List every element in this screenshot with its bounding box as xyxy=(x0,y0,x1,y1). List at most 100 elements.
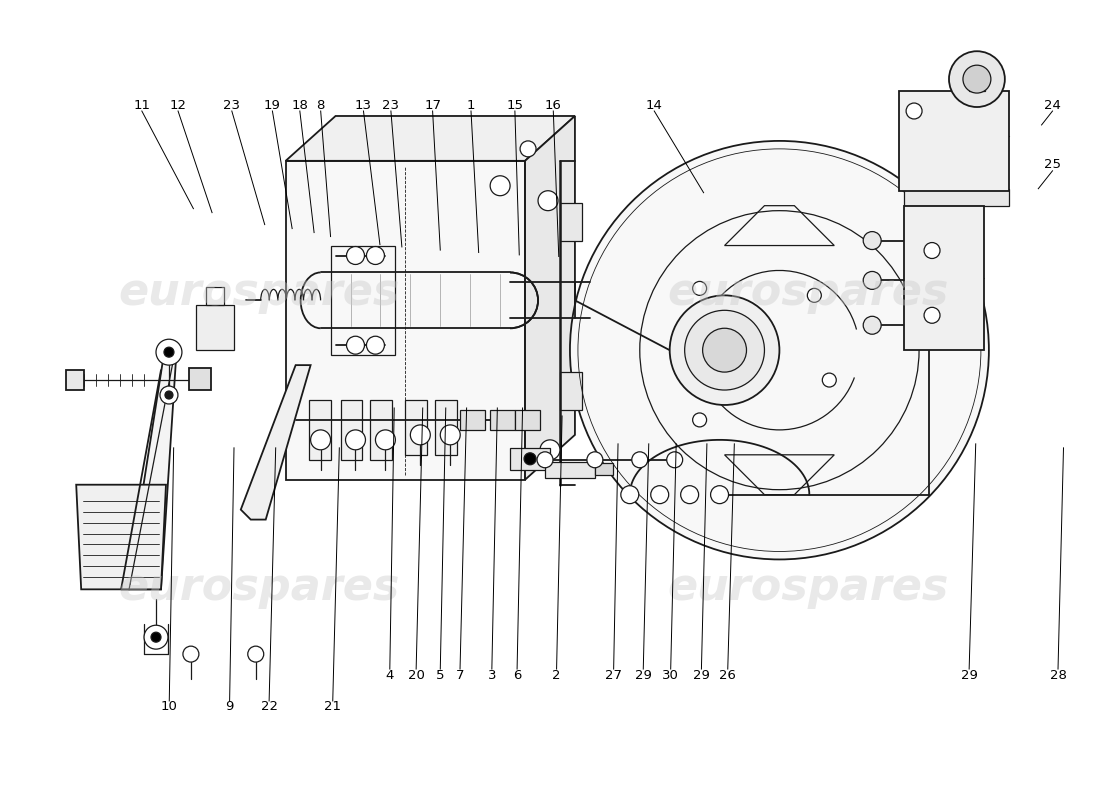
Text: 3: 3 xyxy=(487,669,496,682)
Bar xyxy=(371,400,393,460)
Bar xyxy=(560,202,582,241)
Text: 13: 13 xyxy=(355,98,372,111)
Circle shape xyxy=(540,440,560,460)
Bar xyxy=(196,306,234,350)
Text: 29: 29 xyxy=(635,669,651,682)
Circle shape xyxy=(924,307,940,323)
Circle shape xyxy=(906,103,922,119)
Polygon shape xyxy=(525,116,575,480)
Text: eurospares: eurospares xyxy=(119,566,400,609)
Text: eurospares: eurospares xyxy=(668,271,948,314)
Text: 14: 14 xyxy=(646,98,662,111)
Bar xyxy=(436,400,458,455)
Text: eurospares: eurospares xyxy=(668,566,948,609)
Polygon shape xyxy=(241,365,310,519)
Circle shape xyxy=(375,430,395,450)
Text: 28: 28 xyxy=(1049,669,1067,682)
Bar xyxy=(544,462,595,478)
Bar xyxy=(491,410,515,430)
Circle shape xyxy=(537,452,553,468)
Circle shape xyxy=(346,336,364,354)
Bar xyxy=(66,370,85,390)
Text: 18: 18 xyxy=(292,98,308,111)
Text: 20: 20 xyxy=(408,669,425,682)
Circle shape xyxy=(346,246,364,265)
Circle shape xyxy=(864,271,881,290)
Circle shape xyxy=(962,65,991,93)
Polygon shape xyxy=(286,161,525,480)
Text: 6: 6 xyxy=(513,669,521,682)
Bar xyxy=(515,410,540,430)
Text: 29: 29 xyxy=(960,669,978,682)
Text: 25: 25 xyxy=(1044,158,1061,171)
Circle shape xyxy=(491,176,510,196)
Bar xyxy=(595,462,613,474)
Circle shape xyxy=(693,282,706,295)
Bar xyxy=(904,189,1009,206)
Circle shape xyxy=(587,452,603,468)
Bar xyxy=(899,91,1009,190)
Text: 16: 16 xyxy=(544,98,562,111)
Text: 15: 15 xyxy=(506,98,524,111)
Text: 2: 2 xyxy=(552,669,561,682)
Text: 5: 5 xyxy=(436,669,444,682)
Circle shape xyxy=(144,626,168,649)
Bar xyxy=(189,368,211,390)
Circle shape xyxy=(538,190,558,210)
Circle shape xyxy=(807,288,822,302)
Text: 24: 24 xyxy=(1044,98,1061,111)
Circle shape xyxy=(345,430,365,450)
Circle shape xyxy=(684,310,764,390)
Circle shape xyxy=(711,486,728,504)
Text: 27: 27 xyxy=(605,669,623,682)
Circle shape xyxy=(670,295,780,405)
Bar xyxy=(341,400,363,460)
Circle shape xyxy=(440,425,460,445)
Polygon shape xyxy=(121,360,176,590)
Circle shape xyxy=(366,246,384,265)
Text: 10: 10 xyxy=(161,701,178,714)
Bar xyxy=(510,448,550,470)
Text: 30: 30 xyxy=(662,669,679,682)
Text: 23: 23 xyxy=(223,98,240,111)
Circle shape xyxy=(248,646,264,662)
Circle shape xyxy=(693,413,706,427)
Text: 8: 8 xyxy=(317,98,324,111)
Circle shape xyxy=(160,386,178,404)
Bar xyxy=(969,79,984,91)
Text: 11: 11 xyxy=(133,98,151,111)
Circle shape xyxy=(366,336,384,354)
Text: 9: 9 xyxy=(226,701,234,714)
Text: 19: 19 xyxy=(264,98,280,111)
Text: 12: 12 xyxy=(169,98,187,111)
Text: eurospares: eurospares xyxy=(119,271,400,314)
Circle shape xyxy=(667,452,683,468)
Circle shape xyxy=(410,425,430,445)
Circle shape xyxy=(864,316,881,334)
Circle shape xyxy=(864,231,881,250)
Circle shape xyxy=(703,328,747,372)
Circle shape xyxy=(183,646,199,662)
Bar xyxy=(560,372,582,410)
Circle shape xyxy=(151,632,161,642)
Text: 7: 7 xyxy=(455,669,464,682)
Circle shape xyxy=(164,347,174,357)
Text: 26: 26 xyxy=(719,669,736,682)
Polygon shape xyxy=(76,485,166,590)
Circle shape xyxy=(520,141,536,157)
Polygon shape xyxy=(286,116,575,161)
Text: 21: 21 xyxy=(324,701,341,714)
Circle shape xyxy=(823,373,836,387)
Circle shape xyxy=(681,486,698,504)
Bar xyxy=(206,287,223,306)
Circle shape xyxy=(620,486,639,504)
Text: 22: 22 xyxy=(261,701,277,714)
Circle shape xyxy=(165,391,173,399)
Circle shape xyxy=(570,141,989,559)
Circle shape xyxy=(524,453,536,465)
Circle shape xyxy=(651,486,669,504)
Bar xyxy=(406,400,427,455)
Circle shape xyxy=(924,242,940,258)
Text: 23: 23 xyxy=(383,98,399,111)
Bar xyxy=(309,400,331,460)
